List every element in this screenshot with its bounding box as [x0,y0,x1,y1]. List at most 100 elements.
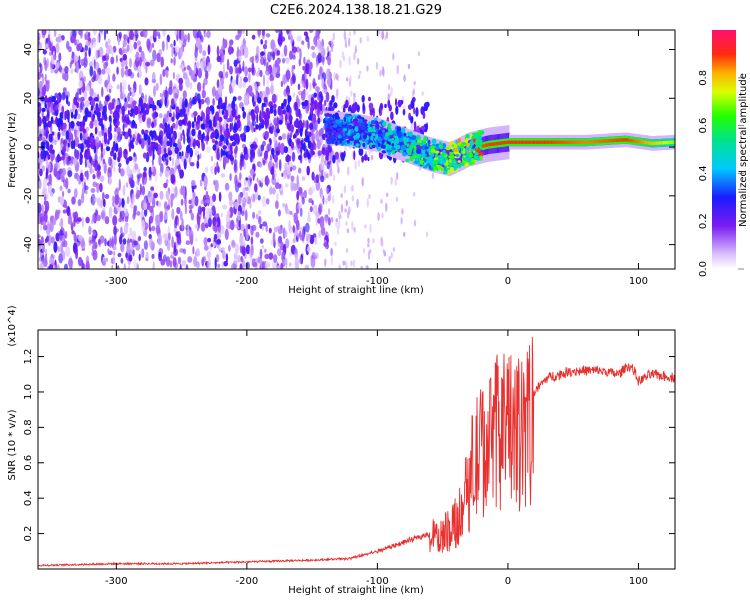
noise-cell [189,147,193,158]
noise-cell [313,252,319,260]
noise-cell [53,53,57,61]
noise-cell [96,35,100,44]
noise-cell [181,119,185,125]
noise-cell [247,85,253,94]
noise-cell [153,192,158,199]
noise-cell [193,111,198,117]
signal-point [328,131,332,136]
noise-cell [127,109,130,116]
noise-cell [152,261,155,269]
signal-point [429,167,433,171]
noise-cell [156,52,161,63]
noise-cell [293,120,299,128]
noise-cell [228,244,231,252]
noise-cell [152,152,155,160]
noise-cell [350,90,353,97]
noise-cell [218,116,223,123]
signal-point [436,159,442,163]
noise-cell [385,202,388,212]
noise-cell [67,170,73,178]
noise-cell [345,248,349,253]
noise-cell [231,100,236,110]
noise-cell [84,44,89,52]
noise-cell [72,242,78,254]
noise-cell [290,175,295,182]
noise-cell [184,195,187,207]
noise-cell [353,150,356,161]
noise-cell [250,143,255,149]
noise-cell [93,241,98,250]
noise-cell [199,179,203,187]
noise-cell [216,55,221,63]
noise-cell [125,182,129,188]
noise-cell [94,197,98,202]
noise-cell [185,264,189,269]
noise-cell [202,132,205,139]
noise-cell [220,173,225,178]
noise-cell [184,98,188,108]
signal-point [457,145,462,148]
noise-cell [123,34,129,41]
signal-point [477,156,481,161]
noise-cell [377,211,380,222]
noise-cell [302,65,305,71]
noise-cell [254,53,260,64]
noise-cell [198,43,203,54]
noise-cell [368,96,371,102]
noise-cell [85,260,90,269]
noise-cell [282,57,286,64]
noise-cell [265,224,268,233]
noise-cell [366,198,369,208]
noise-cell [92,174,96,180]
noise-cell [148,234,152,239]
noise-cell [332,174,336,181]
signal-point [413,155,418,159]
noise-cell [46,110,50,119]
noise-cell [314,119,318,131]
noise-cell [236,136,240,144]
noise-cell [85,84,91,92]
noise-cell [171,116,175,122]
noise-cell [248,72,251,83]
noise-cell [96,142,100,150]
signal-point [440,159,446,164]
noise-cell [345,221,348,226]
noise-cell [203,175,208,188]
noise-cell [197,154,200,161]
noise-cell [192,191,196,199]
noise-cell [116,66,119,75]
noise-cell [175,158,180,166]
noise-cell [121,188,126,194]
noise-cell [40,96,45,102]
noise-cell [173,245,177,254]
noise-cell [276,116,279,126]
noise-cell [285,238,290,249]
signal-point [467,134,470,138]
noise-cell [299,256,303,265]
noise-cell [316,139,321,150]
noise-cell [344,208,347,213]
noise-cell [200,123,206,130]
noise-cell [413,121,417,131]
noise-cell [62,190,65,198]
noise-cell [45,248,48,257]
noise-cell [144,129,149,134]
noise-cell [124,215,129,223]
noise-cell [107,38,111,45]
noise-cell [134,163,138,170]
noise-cell [220,247,225,252]
noise-cell [277,209,281,217]
noise-cell [224,182,230,191]
noise-cell [208,62,212,70]
noise-cell [173,130,177,138]
noise-cell [276,49,281,56]
noise-cell [258,215,262,225]
signal-point [402,136,408,142]
noise-cell [298,226,304,231]
noise-cell [318,129,321,138]
noise-cell [313,92,318,98]
noise-cell [249,248,254,258]
noise-cell [149,59,155,67]
noise-cell [261,195,267,208]
